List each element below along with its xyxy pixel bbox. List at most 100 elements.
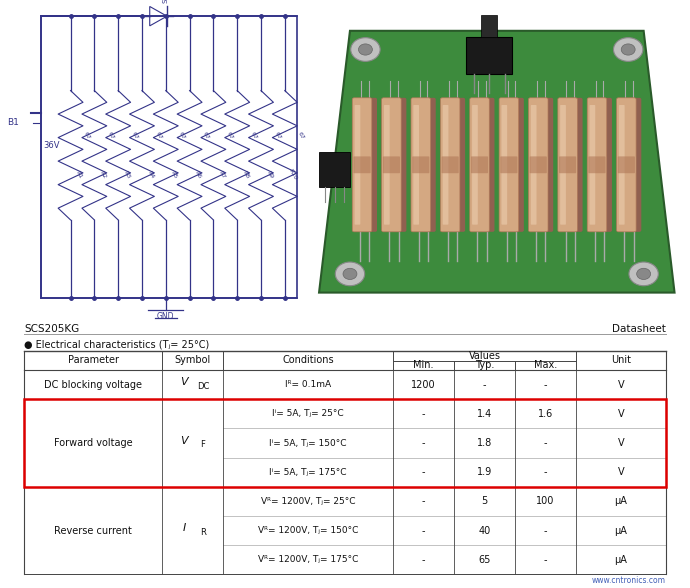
Text: Min.: Min. — [413, 360, 434, 370]
Text: -: - — [422, 409, 425, 419]
Text: -: - — [422, 467, 425, 477]
Text: 67: 67 — [273, 131, 282, 141]
FancyBboxPatch shape — [529, 98, 548, 232]
FancyBboxPatch shape — [540, 98, 553, 232]
Text: -: - — [422, 438, 425, 448]
Text: V: V — [181, 436, 188, 446]
FancyBboxPatch shape — [589, 105, 595, 225]
Text: 40: 40 — [478, 526, 491, 536]
FancyBboxPatch shape — [481, 98, 495, 232]
Polygon shape — [319, 31, 675, 293]
FancyBboxPatch shape — [499, 98, 519, 232]
FancyBboxPatch shape — [617, 98, 636, 232]
FancyBboxPatch shape — [355, 105, 360, 225]
Text: Forward voltage: Forward voltage — [54, 438, 132, 448]
Text: Vᴿ= 1200V, Tⱼ= 25°C: Vᴿ= 1200V, Tⱼ= 25°C — [261, 497, 355, 506]
FancyBboxPatch shape — [353, 156, 371, 173]
Text: Typ.: Typ. — [475, 360, 494, 370]
FancyBboxPatch shape — [530, 156, 547, 173]
Text: μA: μA — [615, 555, 627, 565]
FancyBboxPatch shape — [384, 105, 390, 225]
Text: GND: GND — [157, 312, 175, 321]
Text: Vᴿ= 1200V, Tⱼ= 175°C: Vᴿ= 1200V, Tⱼ= 175°C — [258, 556, 358, 564]
Text: R6: R6 — [194, 170, 202, 179]
FancyBboxPatch shape — [383, 156, 400, 173]
Text: -: - — [422, 555, 425, 565]
FancyBboxPatch shape — [500, 156, 518, 173]
Text: R7: R7 — [217, 170, 226, 179]
FancyBboxPatch shape — [364, 98, 377, 232]
Text: V: V — [618, 409, 624, 419]
Text: 1.6: 1.6 — [538, 409, 553, 419]
Bar — [482, 15, 497, 37]
Text: 67: 67 — [83, 131, 91, 141]
FancyBboxPatch shape — [443, 105, 448, 225]
FancyBboxPatch shape — [559, 156, 576, 173]
Text: R5: R5 — [170, 170, 178, 179]
FancyBboxPatch shape — [569, 98, 582, 232]
Text: V: V — [181, 377, 188, 387]
FancyBboxPatch shape — [471, 156, 488, 173]
Text: 65: 65 — [478, 555, 491, 565]
Text: 67: 67 — [130, 131, 139, 141]
Text: 67: 67 — [297, 131, 306, 141]
Text: V: V — [618, 380, 624, 390]
Circle shape — [637, 268, 651, 279]
FancyBboxPatch shape — [618, 156, 635, 173]
Text: -: - — [544, 380, 547, 390]
FancyBboxPatch shape — [619, 105, 624, 225]
Text: R3: R3 — [122, 170, 130, 179]
Text: Parameter: Parameter — [68, 355, 119, 365]
FancyBboxPatch shape — [412, 156, 429, 173]
Text: Iⁱ= 5A, Tⱼ= 175°C: Iⁱ= 5A, Tⱼ= 175°C — [269, 467, 347, 477]
Text: I: I — [183, 523, 186, 533]
Text: R2: R2 — [99, 170, 107, 179]
Text: -: - — [422, 526, 425, 536]
FancyBboxPatch shape — [587, 98, 607, 232]
Text: 67: 67 — [155, 131, 163, 141]
FancyBboxPatch shape — [502, 105, 507, 225]
Text: V: V — [618, 467, 624, 477]
Text: Iᴿ= 0.1mA: Iᴿ= 0.1mA — [285, 380, 331, 389]
Text: DC blocking voltage: DC blocking voltage — [44, 380, 142, 390]
Text: R4: R4 — [146, 170, 155, 179]
Text: Reverse current: Reverse current — [55, 526, 132, 536]
FancyBboxPatch shape — [511, 98, 524, 232]
FancyBboxPatch shape — [422, 98, 436, 232]
Text: V: V — [618, 438, 624, 448]
Text: Iⁱ= 5A, Tⱼ= 25°C: Iⁱ= 5A, Tⱼ= 25°C — [273, 409, 344, 418]
Text: Vᴿ= 1200V, Tⱼ= 150°C: Vᴿ= 1200V, Tⱼ= 150°C — [258, 526, 358, 535]
FancyBboxPatch shape — [452, 98, 465, 232]
Text: 100: 100 — [536, 496, 555, 506]
Text: R: R — [200, 528, 206, 537]
Circle shape — [335, 262, 364, 286]
Circle shape — [613, 38, 643, 61]
Text: 36V: 36V — [43, 141, 60, 150]
FancyBboxPatch shape — [531, 105, 537, 225]
Circle shape — [351, 38, 380, 61]
Text: www.cntronics.com: www.cntronics.com — [592, 576, 666, 585]
Text: μA: μA — [615, 496, 627, 506]
Text: R9: R9 — [265, 170, 273, 179]
Bar — [466, 37, 512, 75]
FancyBboxPatch shape — [413, 105, 419, 225]
Text: -: - — [544, 467, 547, 477]
Text: SCS205KG: SCS205KG — [24, 325, 79, 335]
Circle shape — [621, 44, 635, 55]
Text: Unit: Unit — [611, 355, 631, 365]
FancyBboxPatch shape — [560, 105, 566, 225]
Bar — [24, 399, 666, 487]
Text: 67: 67 — [202, 131, 210, 141]
Text: R8: R8 — [241, 170, 250, 179]
Text: Max.: Max. — [534, 360, 557, 370]
FancyBboxPatch shape — [599, 98, 612, 232]
FancyBboxPatch shape — [393, 98, 406, 232]
FancyBboxPatch shape — [411, 98, 431, 232]
FancyBboxPatch shape — [558, 98, 578, 232]
Text: 1.4: 1.4 — [477, 409, 492, 419]
FancyBboxPatch shape — [628, 98, 641, 232]
Bar — [319, 152, 350, 186]
Text: -: - — [422, 496, 425, 506]
FancyBboxPatch shape — [442, 156, 459, 173]
Text: Symbol: Symbol — [175, 355, 210, 365]
